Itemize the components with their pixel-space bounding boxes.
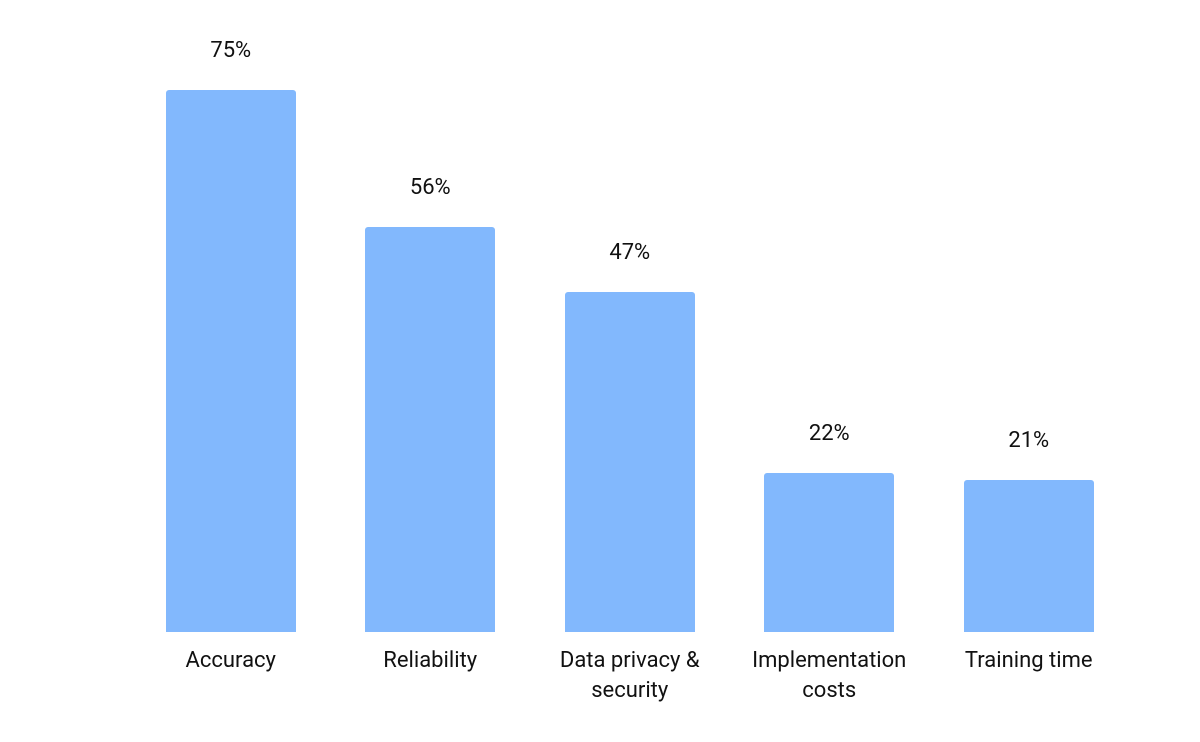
value-label: 22% [808,421,850,446]
bar [564,292,695,632]
value-label: 56% [409,175,451,201]
value-label: 21% [1008,428,1050,454]
category-label: Implementation costs [752,648,907,703]
value-label: 47% [609,240,651,266]
category-label: Accuracy [185,648,276,673]
bar [764,473,895,632]
value-label: 75% [210,38,252,63]
category-label: Data privacy & security [559,648,700,703]
bar [963,480,1094,632]
bar [365,227,496,632]
category-label: Reliability [383,648,478,673]
bar [165,90,296,632]
category-label: Training time [964,648,1093,673]
